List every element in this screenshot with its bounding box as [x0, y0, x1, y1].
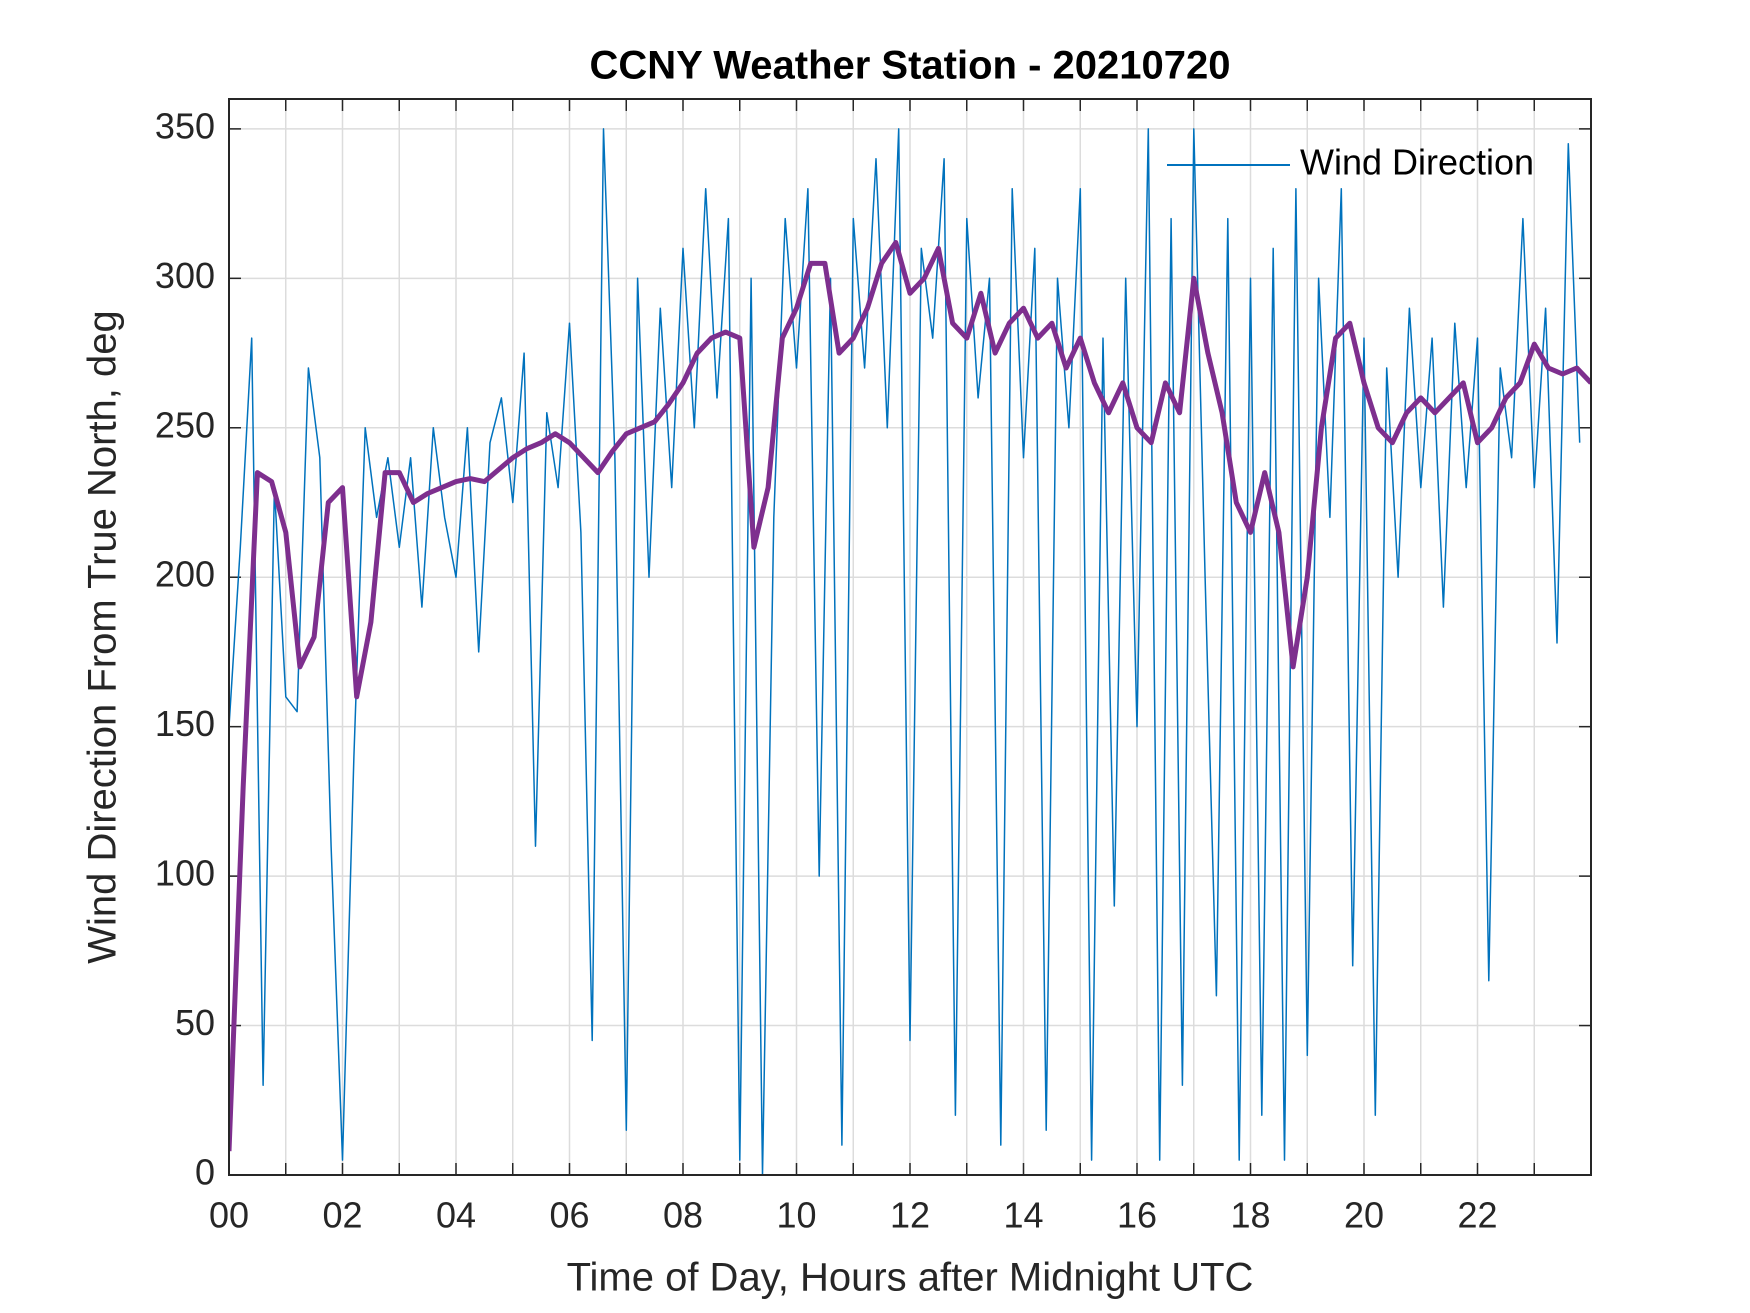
x-tick-label: 00 [209, 1195, 249, 1236]
legend-label: Wind Direction [1300, 142, 1534, 183]
data-line [229, 240, 1591, 1152]
y-tick-label: 0 [195, 1152, 215, 1193]
data-line [229, 128, 1581, 1175]
y-tick-label: 100 [155, 853, 215, 894]
y-tick-label: 300 [155, 255, 215, 296]
y-axis-label: Wind Direction From True North, deg [81, 310, 125, 964]
x-tick-label: 08 [663, 1195, 703, 1236]
x-tick-label: 10 [776, 1195, 816, 1236]
x-tick-label: 16 [1117, 1195, 1157, 1236]
y-tick-label: 250 [155, 404, 215, 445]
x-tick-label: 22 [1457, 1195, 1497, 1236]
plot-frame [228, 98, 1592, 1176]
x-axis-label: Time of Day, Hours after Midnight UTC [567, 1256, 1254, 1300]
y-tick-label: 150 [155, 703, 215, 744]
x-tick-label: 06 [549, 1195, 589, 1236]
x-tick-label: 02 [322, 1195, 362, 1236]
chart-title: CCNY Weather Station - 20210720 [590, 44, 1231, 88]
y-tick-label: 350 [155, 105, 215, 146]
x-tick-label: 04 [436, 1195, 476, 1236]
y-tick-label: 50 [175, 1002, 215, 1043]
x-tick-label: 12 [890, 1195, 930, 1236]
x-tick-label: 20 [1344, 1195, 1384, 1236]
y-tick-label: 200 [155, 554, 215, 595]
x-tick-label: 14 [1003, 1195, 1043, 1236]
x-tick-label: 18 [1230, 1195, 1270, 1236]
